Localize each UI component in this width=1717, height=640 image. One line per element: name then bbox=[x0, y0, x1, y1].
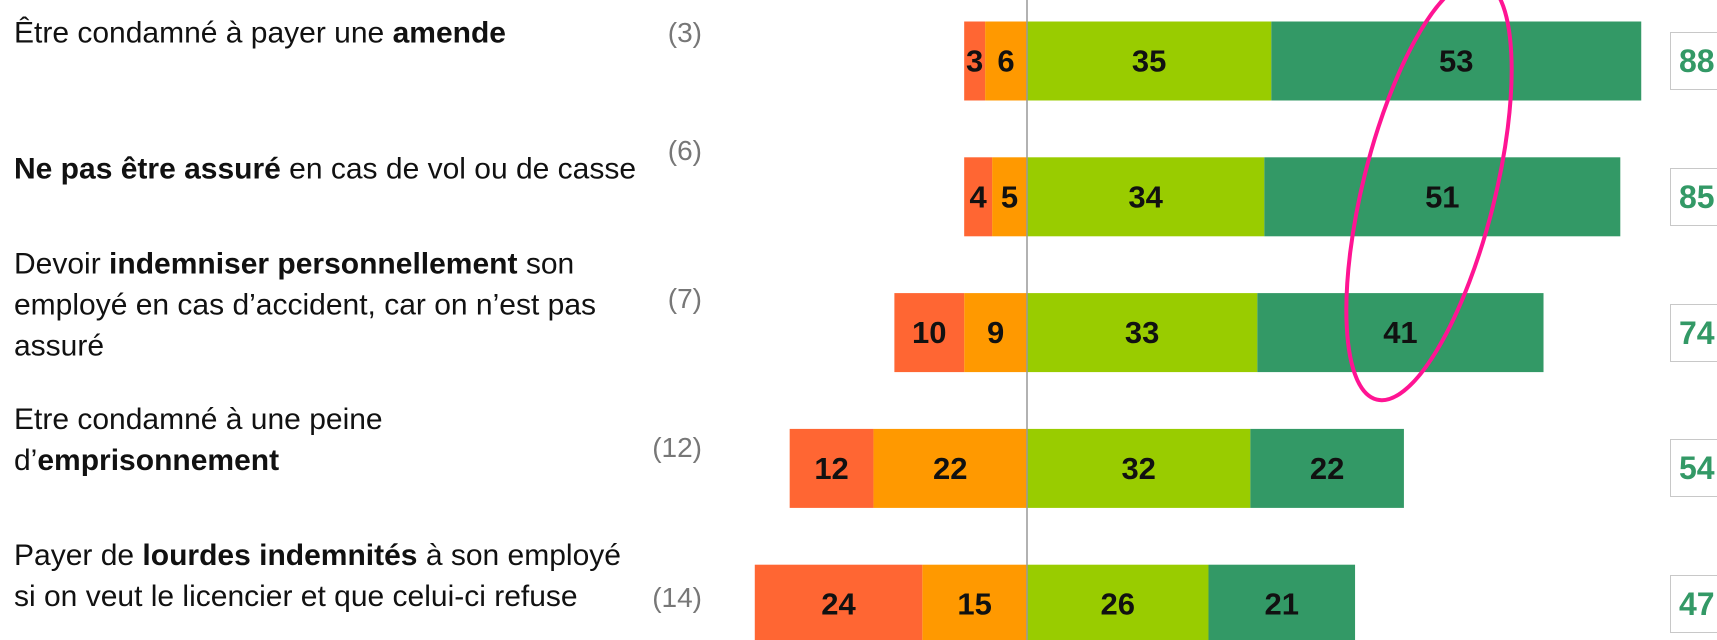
segment-label: 9 bbox=[987, 315, 1004, 350]
category-label: Ne pas être assuré en cas de vol ou de c… bbox=[14, 148, 644, 189]
bar-segment bbox=[922, 564, 1027, 640]
bar-segment bbox=[1257, 293, 1544, 373]
note: (3) bbox=[667, 17, 702, 48]
label-part: son employé en cas d’accident, car on n’… bbox=[14, 247, 596, 363]
total-label: 54 bbox=[1670, 439, 1717, 498]
bar-segment bbox=[894, 293, 965, 373]
segment-label: 4 bbox=[970, 179, 988, 214]
segment-label: 12 bbox=[814, 451, 848, 486]
bar-segment bbox=[1271, 21, 1642, 101]
bar-segment bbox=[1027, 428, 1251, 508]
bar-segment bbox=[992, 157, 1027, 237]
total-label: 88 bbox=[1670, 32, 1717, 90]
label-part: lourdes indemnités bbox=[142, 539, 418, 573]
bar-segment bbox=[873, 428, 1027, 508]
label-part: à son employé si on veut le licencier et… bbox=[14, 539, 621, 614]
bar-segment bbox=[1027, 564, 1209, 640]
segment-label: 24 bbox=[821, 587, 856, 622]
category-label: Etre condamné à une peine d’emprisonneme… bbox=[14, 399, 644, 481]
segment-label: 41 bbox=[1383, 315, 1417, 350]
bar-segment bbox=[985, 21, 1027, 101]
bar-segment bbox=[754, 564, 923, 640]
bar-segment bbox=[1027, 21, 1272, 101]
label-part: Être condamné à payer une bbox=[14, 16, 393, 50]
category-label: Devoir indemniser personnellement son em… bbox=[14, 243, 644, 366]
label-part: Ne pas être assuré bbox=[14, 152, 281, 186]
segment-label: 32 bbox=[1121, 451, 1155, 486]
note: (7) bbox=[667, 282, 702, 314]
segment-label: 51 bbox=[1425, 179, 1459, 214]
total-label: 47 bbox=[1670, 575, 1717, 634]
segment-label: 21 bbox=[1265, 587, 1299, 622]
label-part: Etre condamné à une peine d’ bbox=[14, 403, 383, 478]
bar-segment bbox=[964, 21, 986, 101]
segment-label: 22 bbox=[1310, 451, 1344, 486]
bar-segment bbox=[964, 157, 993, 237]
note: (12) bbox=[652, 432, 702, 464]
label-part: indemniser personnellement bbox=[109, 247, 518, 281]
segment-label: 5 bbox=[1001, 179, 1018, 214]
segment-label: 6 bbox=[997, 44, 1014, 79]
bar-segment bbox=[789, 428, 874, 508]
total-label: 85 bbox=[1670, 167, 1717, 226]
bar-segment bbox=[1027, 293, 1258, 373]
bar-segment bbox=[964, 293, 1027, 373]
segment-label: 10 bbox=[912, 315, 946, 350]
total-label: 74 bbox=[1670, 303, 1717, 362]
segment-label: 22 bbox=[933, 451, 967, 486]
category-label: Être condamné à payer une amende bbox=[14, 13, 644, 54]
label-part: Payer de bbox=[14, 539, 143, 573]
label-part: Devoir bbox=[14, 247, 110, 281]
label-part: emprisonnement bbox=[37, 444, 280, 478]
note: (14) bbox=[652, 582, 702, 614]
segment-label: 3 bbox=[966, 44, 983, 79]
category-label: Payer de lourdes indemnités à son employ… bbox=[14, 535, 644, 617]
segment-label: 53 bbox=[1439, 44, 1473, 79]
label-part: en cas de vol ou de casse bbox=[280, 152, 637, 186]
segment-label: 33 bbox=[1125, 315, 1159, 350]
bar-segment bbox=[1264, 157, 1621, 237]
bar-segment bbox=[1250, 428, 1404, 508]
segment-label: 35 bbox=[1132, 44, 1166, 79]
segment-label: 15 bbox=[957, 587, 991, 622]
segment-label: 34 bbox=[1128, 179, 1163, 214]
highlight-ellipse bbox=[1344, 0, 1514, 403]
segment-label: 26 bbox=[1100, 587, 1134, 622]
bar-segment bbox=[1027, 157, 1265, 237]
note: (6) bbox=[667, 134, 702, 166]
bar-segment bbox=[1208, 564, 1356, 640]
label-part: amende bbox=[392, 16, 506, 50]
